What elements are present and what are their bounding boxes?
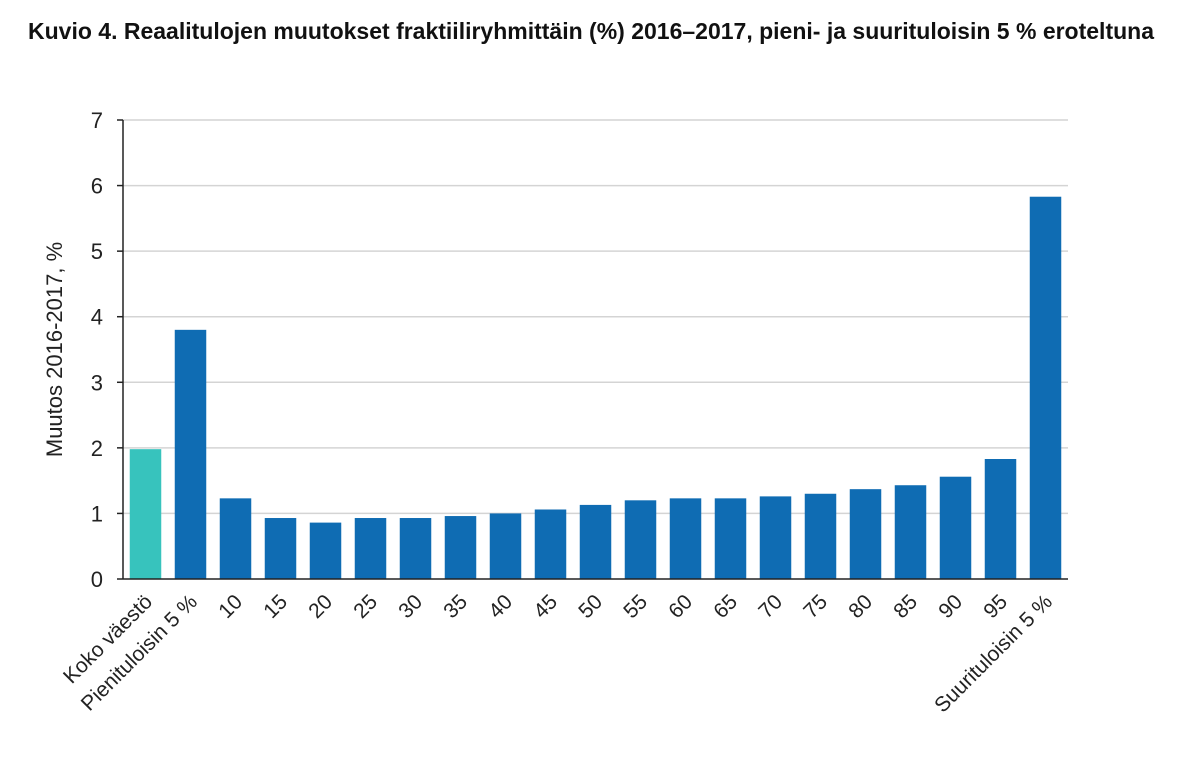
y-tick-labels: 0 1 2 3 4 5 6 7 [91,108,103,592]
x-tick-label: 75 [799,590,832,623]
bar [489,513,522,579]
bar [1029,196,1062,579]
x-tick-label: 20 [304,590,337,623]
y-tick-label: 1 [91,501,103,526]
bar [984,459,1017,579]
bar [849,489,882,579]
y-tick-label: 3 [91,370,103,395]
bar [264,518,297,579]
y-tick-label: 7 [91,108,103,133]
bar [939,476,972,579]
x-tick-label: 50 [574,590,607,623]
y-tick-label: 4 [91,305,103,330]
x-tick-label: 70 [754,590,787,623]
x-tick-label: 10 [214,590,247,623]
y-axis-title: Muutos 2016-2017, % [42,242,67,457]
y-tick-label: 6 [91,174,103,199]
bar [174,329,207,579]
x-tick-label: 35 [439,590,472,623]
x-tick-label: 95 [979,590,1012,623]
bar [579,504,612,579]
bar [894,485,927,579]
bar [759,496,792,579]
chart-title: Kuvio 4. Reaalitulojen muutokset fraktii… [28,18,1155,44]
bar [669,498,702,579]
x-tick-label: 45 [529,590,562,623]
x-tick-label: 85 [889,590,922,623]
bar [399,518,432,579]
x-tick-label: 25 [349,590,382,623]
y-tick-label: 5 [91,239,103,264]
bar [219,498,252,579]
bar [129,449,162,579]
y-tick-label: 2 [91,436,103,461]
bar [624,500,657,579]
bar [804,493,837,579]
x-tick-label: 15 [259,590,292,623]
x-tick-label: 55 [619,590,652,623]
bar [714,498,747,579]
x-tick-label: 90 [934,590,967,623]
x-tick-label: 60 [664,590,697,623]
x-tick-label: 80 [844,590,877,623]
bars [129,196,1062,579]
x-tick-label: 40 [484,590,517,623]
bar [534,509,567,579]
x-tick-label: 30 [394,590,427,623]
bar [354,518,387,579]
x-tick-label: 65 [709,590,742,623]
bar [309,522,342,579]
bar [444,516,477,579]
axes [122,120,1068,580]
y-tick-label: 0 [91,567,103,592]
